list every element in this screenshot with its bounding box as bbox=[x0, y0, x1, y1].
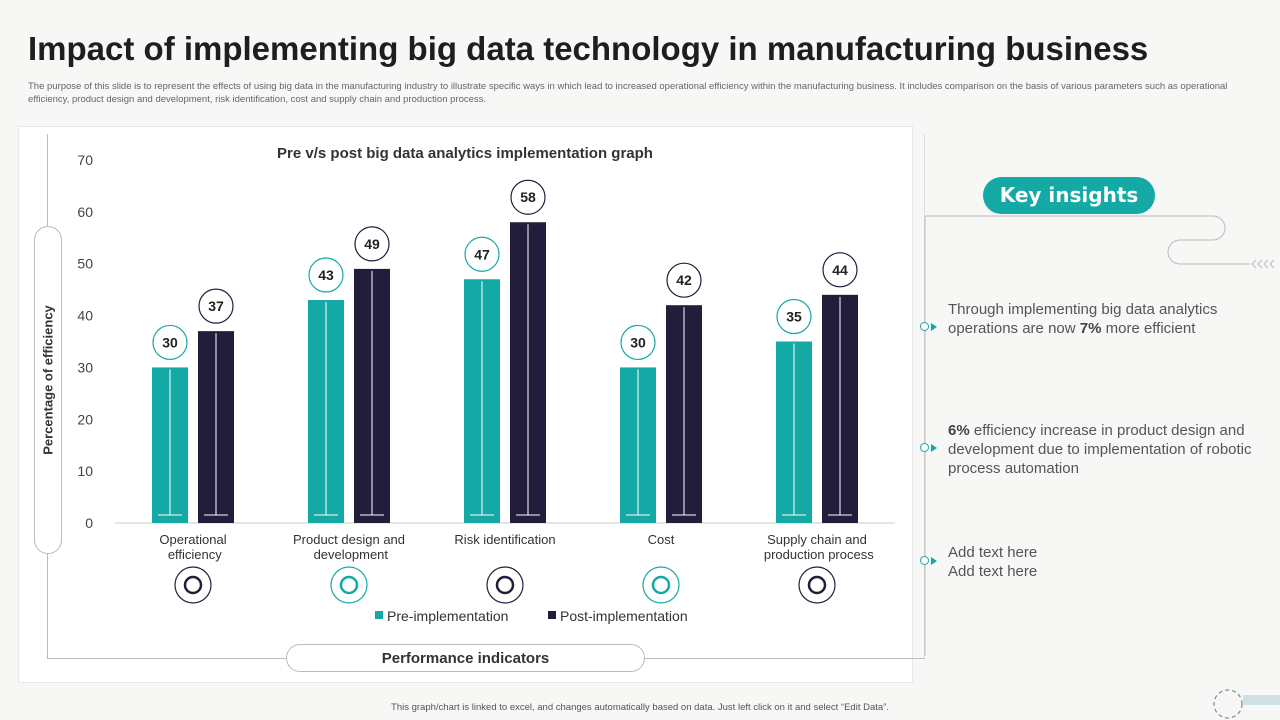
chart-title: Pre v/s post big data analytics implemen… bbox=[277, 145, 653, 162]
page-title: Impact of implementing big data technolo… bbox=[28, 30, 1149, 67]
gauge-icon bbox=[174, 566, 212, 604]
x-tick-label: Product design and development bbox=[293, 532, 405, 562]
data-label: 35 bbox=[786, 309, 802, 325]
x-axis-label[interactable]: Performance indicators bbox=[286, 644, 645, 672]
insight-text: more efficient bbox=[1101, 320, 1196, 337]
document-chart-icon-glyph bbox=[495, 575, 515, 595]
document-chart-icon bbox=[486, 566, 524, 604]
timeline-dot-icon bbox=[920, 556, 929, 565]
data-label-bubble bbox=[822, 252, 858, 288]
data-label-bubble bbox=[510, 179, 546, 215]
insight-item: Through implementing big data analytics … bbox=[948, 300, 1258, 338]
legend-swatch bbox=[375, 611, 383, 619]
network-icon-glyph bbox=[807, 575, 827, 595]
key-insights-heading: Key insights bbox=[983, 177, 1155, 214]
data-label: 30 bbox=[162, 334, 178, 350]
hands-gear-icon-glyph bbox=[339, 575, 359, 595]
y-tick-label: 20 bbox=[77, 411, 93, 427]
arrow-right-icon bbox=[931, 557, 937, 565]
insight-text: efficiency increase in product design an… bbox=[948, 422, 1252, 477]
y-axis-label-pill bbox=[34, 226, 62, 554]
y-tick-label: 30 bbox=[77, 359, 93, 375]
x-tick-label: Operational efficiency bbox=[159, 532, 226, 562]
data-label: 58 bbox=[520, 189, 536, 205]
x-tick-label: Risk identification bbox=[454, 532, 555, 547]
x-tick-label: Cost bbox=[648, 532, 675, 547]
legend-label: Pre-implementation bbox=[387, 608, 508, 624]
x-tick-label: Supply chain and production process bbox=[760, 532, 874, 562]
money-gear-icon bbox=[642, 566, 680, 604]
money-gear-icon-glyph bbox=[651, 575, 671, 595]
footer-note: This graph/chart is linked to excel, and… bbox=[391, 702, 889, 713]
data-label-bubble bbox=[776, 298, 812, 335]
arrow-right-icon bbox=[931, 323, 937, 331]
data-label-bubble bbox=[152, 324, 188, 361]
network-icon bbox=[798, 566, 836, 604]
y-tick-label: 70 bbox=[77, 152, 93, 168]
data-label: 49 bbox=[364, 236, 380, 252]
data-label: 30 bbox=[630, 334, 646, 350]
data-label: 43 bbox=[318, 267, 334, 283]
data-label-bubble bbox=[198, 288, 234, 324]
data-label-bubble bbox=[620, 324, 656, 361]
gauge-icon-glyph bbox=[183, 575, 203, 595]
data-label-bubble bbox=[666, 262, 702, 298]
y-tick-label: 10 bbox=[77, 463, 93, 479]
y-tick-label: 40 bbox=[77, 308, 93, 324]
hands-gear-icon bbox=[330, 566, 368, 604]
y-tick-label: 50 bbox=[77, 256, 93, 272]
data-label-bubble bbox=[464, 236, 500, 272]
timeline-dot-icon bbox=[920, 322, 929, 331]
insight-item: 6% efficiency increase in product design… bbox=[948, 421, 1258, 478]
arrow-right-icon bbox=[931, 444, 937, 452]
timeline-dot-icon bbox=[920, 443, 929, 452]
data-label-bubble bbox=[354, 226, 390, 262]
insight-highlight: 6% bbox=[948, 422, 970, 439]
page-description: The purpose of this slide is to represen… bbox=[28, 81, 1228, 105]
insight-highlight: 7% bbox=[1079, 320, 1102, 337]
legend-swatch bbox=[548, 611, 556, 619]
data-label: 37 bbox=[208, 298, 224, 314]
insight-text: Add text here Add text here bbox=[948, 544, 1038, 580]
data-label-bubble bbox=[308, 257, 344, 293]
y-tick-label: 60 bbox=[77, 204, 93, 220]
data-label: 44 bbox=[832, 262, 848, 278]
legend-label: Post-implementation bbox=[560, 608, 688, 624]
y-tick-label: 0 bbox=[85, 515, 93, 531]
insight-text: Through implementing big data analytics … bbox=[948, 301, 1218, 337]
insight-item: Add text here Add text here bbox=[948, 543, 1058, 581]
data-label: 42 bbox=[676, 272, 692, 288]
data-label: 47 bbox=[474, 246, 490, 262]
